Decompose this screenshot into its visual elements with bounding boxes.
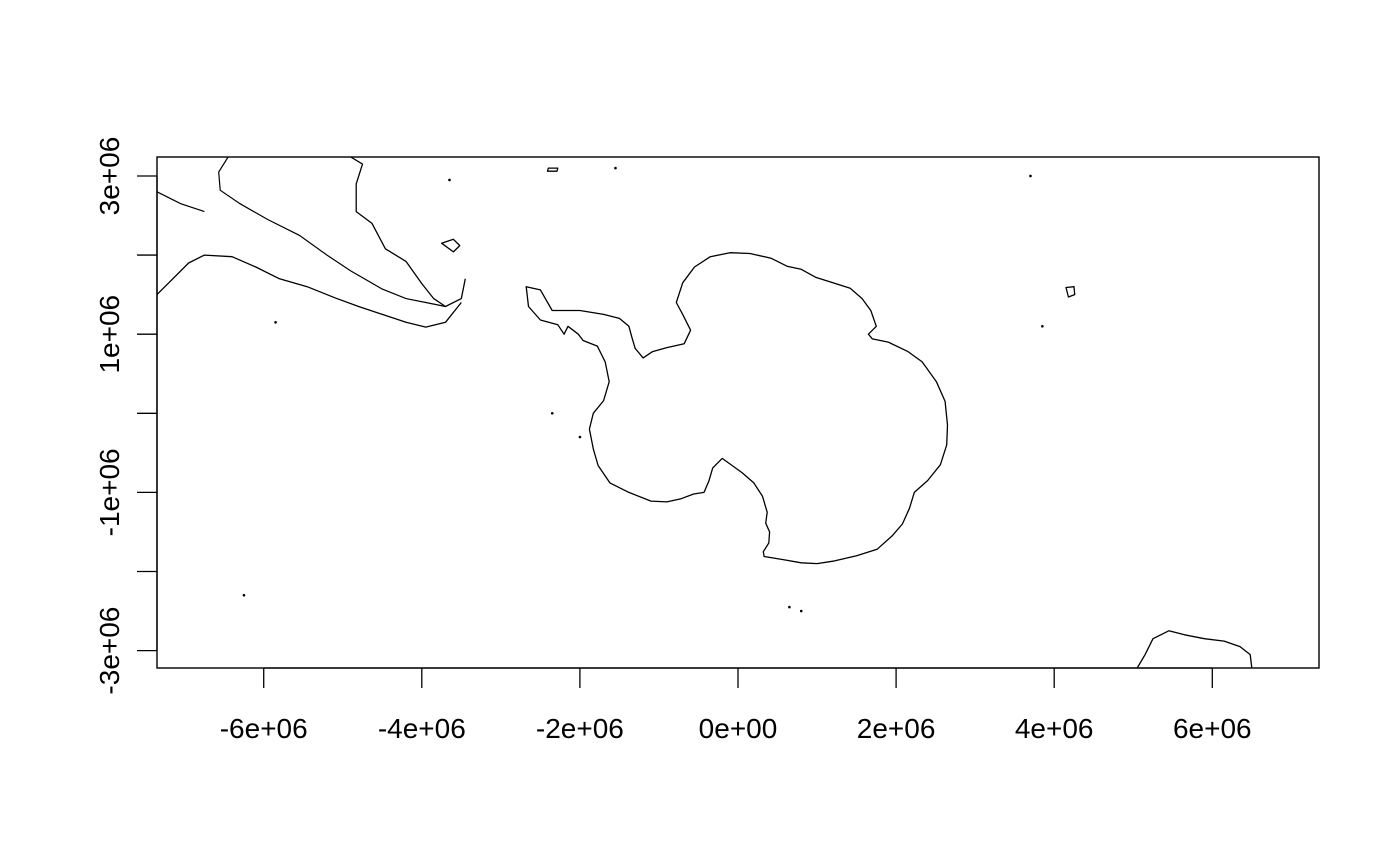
y-tick-label: 1e+06: [94, 295, 125, 374]
small-island: [242, 593, 246, 597]
small-island: [614, 166, 617, 170]
northern-border: [157, 191, 205, 213]
y-axis: -3e+06 -1e+06 1e+06 3e+06: [94, 137, 158, 695]
y-tick-label: -3e+06: [94, 607, 125, 695]
small-island: [274, 321, 277, 324]
south-america-west-coast: [157, 254, 462, 328]
small-island: [448, 178, 451, 182]
x-tick-label: -2e+06: [536, 713, 624, 744]
antarctica-coastline: [525, 252, 949, 565]
small-island: [788, 605, 791, 609]
small-island: [550, 411, 554, 415]
x-tick-label: 6e+06: [1173, 713, 1252, 744]
small-island: [1029, 174, 1032, 178]
y-tick-label: -1e+06: [94, 448, 125, 536]
x-tick-label: -6e+06: [220, 713, 308, 744]
x-axis: -6e+06 -4e+06 -2e+06 0e+00 2e+06 4e+06 6e+06: [220, 667, 1252, 744]
x-tick-label: 4e+06: [1015, 713, 1094, 744]
small-island: [1041, 324, 1044, 328]
chile-argentina-border: [218, 157, 446, 308]
south-georgia: [546, 167, 559, 172]
southern-africa-coast: [1136, 630, 1253, 668]
x-tick-label: 0e+00: [699, 713, 778, 744]
plot-frame: [156, 156, 1320, 669]
small-island: [578, 435, 582, 439]
map-layer: [157, 157, 1253, 668]
x-tick-label: 2e+06: [857, 713, 936, 744]
south-america-east-coast: [350, 157, 466, 308]
kerguelen-islands: [1065, 286, 1076, 298]
x-tick-label: -4e+06: [378, 713, 466, 744]
y-tick-label: 3e+06: [94, 137, 125, 216]
small-island: [799, 609, 803, 613]
falkland-islands: [440, 238, 461, 253]
